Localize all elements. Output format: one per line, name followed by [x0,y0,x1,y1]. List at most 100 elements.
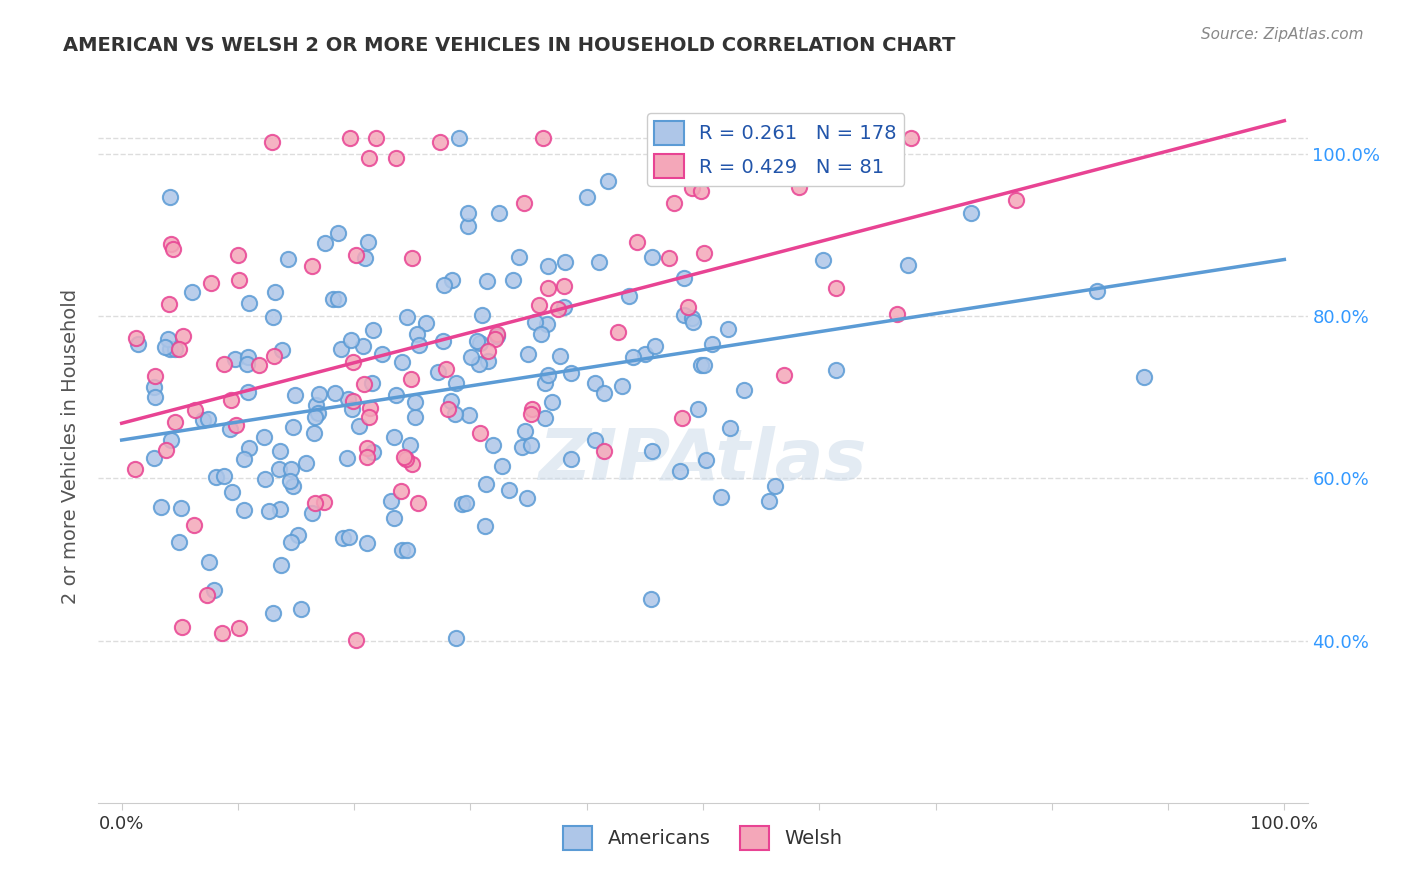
Point [236,350,259,364]
Point [143,380,166,394]
Point [370,347,392,361]
Point [304,410,326,425]
Point [202,582,225,597]
Text: AMERICAN VS WELSH 2 OR MORE VEHICLES IN HOUSEHOLD CORRELATION CHART: AMERICAN VS WELSH 2 OR MORE VEHICLES IN … [63,36,956,54]
Point [517,346,540,360]
Point [124,461,146,475]
Point [468,357,491,371]
Point [157,297,180,311]
Point [900,131,922,145]
Point [221,392,243,407]
Point [404,394,426,409]
Point [695,452,717,467]
Point [322,292,344,306]
Point [263,285,285,299]
Point [700,336,723,351]
Point [531,131,554,145]
Point [681,311,703,326]
Point [262,135,284,149]
Point [502,272,524,286]
Point [537,368,560,383]
Point [811,252,834,267]
Point [211,626,233,640]
Point [225,418,247,433]
Point [294,456,316,470]
Point [346,633,368,648]
Point [233,451,256,466]
Point [669,464,692,478]
Point [436,362,458,376]
Point [257,504,280,518]
Point [236,357,259,371]
Point [617,289,640,303]
Point [162,242,184,256]
Point [356,450,378,464]
Point [360,376,382,390]
Point [460,350,482,364]
Point [170,620,193,634]
Point [530,326,553,341]
Point [254,471,277,485]
Point [301,506,323,520]
Point [457,219,479,234]
Point [145,369,167,384]
Point [270,343,292,357]
Point [607,325,630,339]
Point [159,343,181,357]
Point [247,358,270,372]
Point [212,469,235,483]
Point [553,300,575,314]
Point [436,401,458,416]
Point [236,385,259,400]
Point [153,340,176,354]
Point [344,247,367,261]
Point [682,315,704,329]
Point [401,457,423,471]
Point [218,421,240,435]
Point [342,354,364,368]
Point [440,393,463,408]
Point [404,409,426,424]
Point [547,301,569,316]
Point [159,434,181,448]
Point [281,479,304,493]
Point [195,588,218,602]
Point [323,386,346,401]
Point [329,342,352,356]
Point [633,347,655,361]
Point [142,450,165,465]
Point [304,496,326,510]
Point [301,259,323,273]
Point [481,438,503,452]
Point [280,462,302,476]
Point [184,403,207,417]
Point [357,235,380,249]
Point [280,534,302,549]
Point [658,251,681,265]
Point [520,437,543,451]
Point [541,394,564,409]
Point [155,442,177,457]
Point [1085,284,1108,298]
Point [385,388,408,402]
Point [267,462,290,476]
Point [1005,194,1028,208]
Point [238,296,260,310]
Point [307,406,329,420]
Point [389,484,412,499]
Point [394,450,416,464]
Point [449,131,471,145]
Point [681,180,703,194]
Point [221,485,243,500]
Point [270,558,292,572]
Point [536,318,558,332]
Point [364,131,387,145]
Point [269,502,291,516]
Point [640,250,662,264]
Point [612,379,634,393]
Point [332,531,354,545]
Point [689,358,711,372]
Point [692,246,714,260]
Point [475,477,498,491]
Point [432,334,454,349]
